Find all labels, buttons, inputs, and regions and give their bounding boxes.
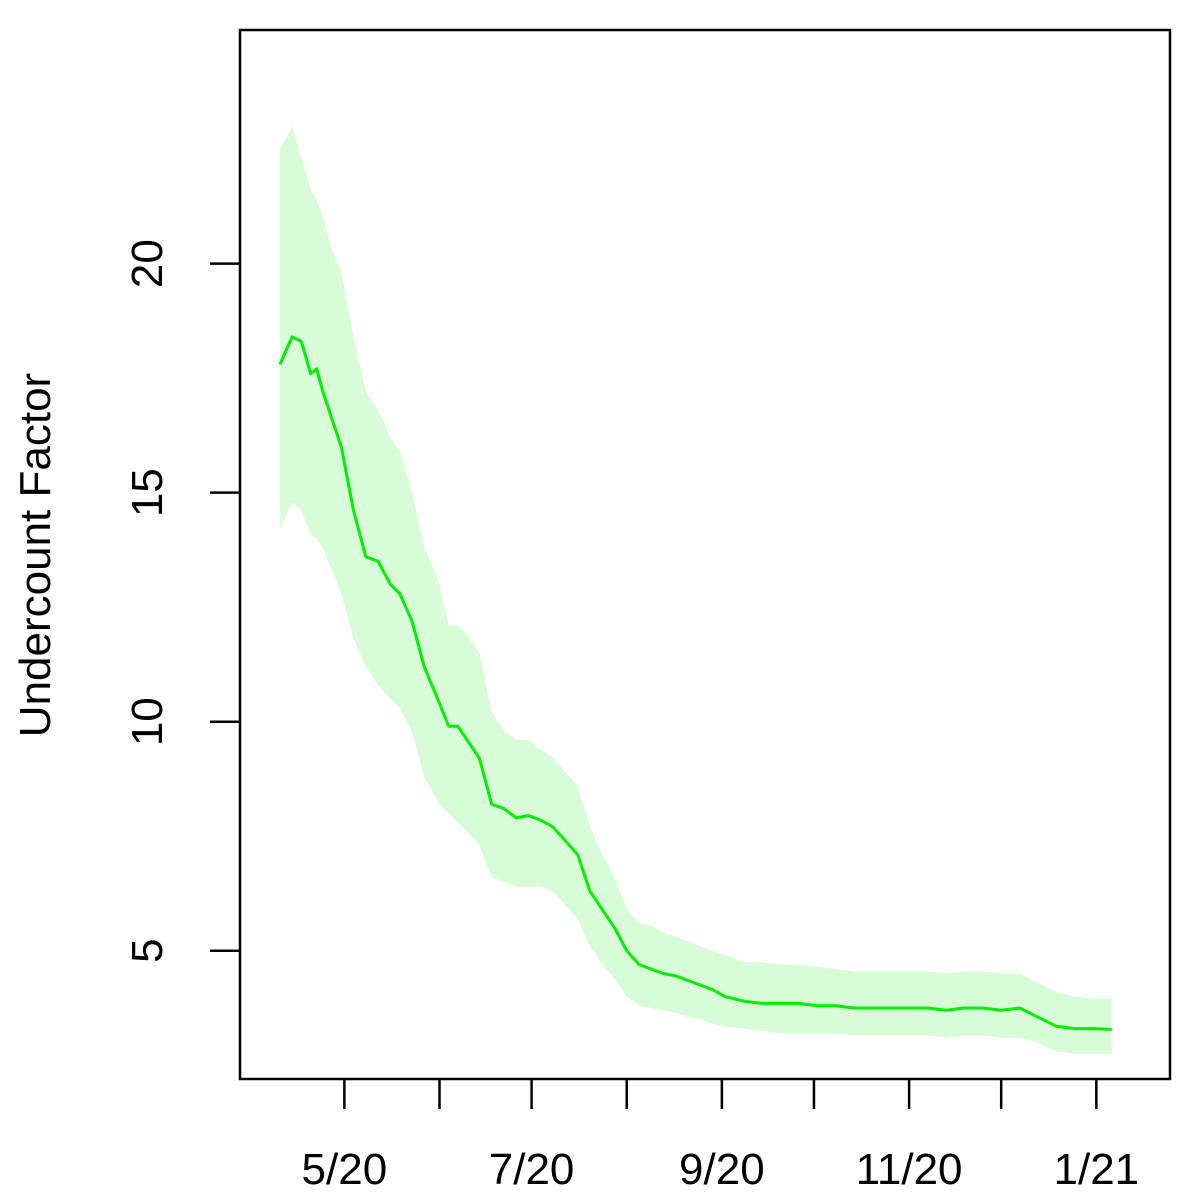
x-tick-label: 5/20 [302, 1145, 388, 1194]
series-line-layer [278, 335, 1112, 1031]
y-tick-label: 10 [123, 697, 172, 746]
series-line-0 [278, 335, 1112, 1031]
x-tick-label: 1/21 [1054, 1145, 1140, 1194]
confidence-band-layer [279, 126, 1112, 1054]
plot-frame [238, 28, 1172, 1081]
y-tick-label: 5 [123, 938, 172, 962]
x-axis: 5/20 7/20 9/20 11/20 1/21 [302, 1079, 1140, 1194]
x-tick-label: 7/20 [489, 1145, 575, 1194]
y-axis-label: Undercount Factor [11, 373, 60, 737]
x-tick-label: 11/20 [856, 1145, 963, 1194]
y-tick-label: 15 [123, 468, 172, 517]
confidence-band [279, 126, 1112, 1054]
x-tick-label: 9/20 [679, 1145, 765, 1194]
y-tick-label: 20 [123, 239, 172, 288]
y-axis: 5 10 15 20 [123, 239, 240, 963]
